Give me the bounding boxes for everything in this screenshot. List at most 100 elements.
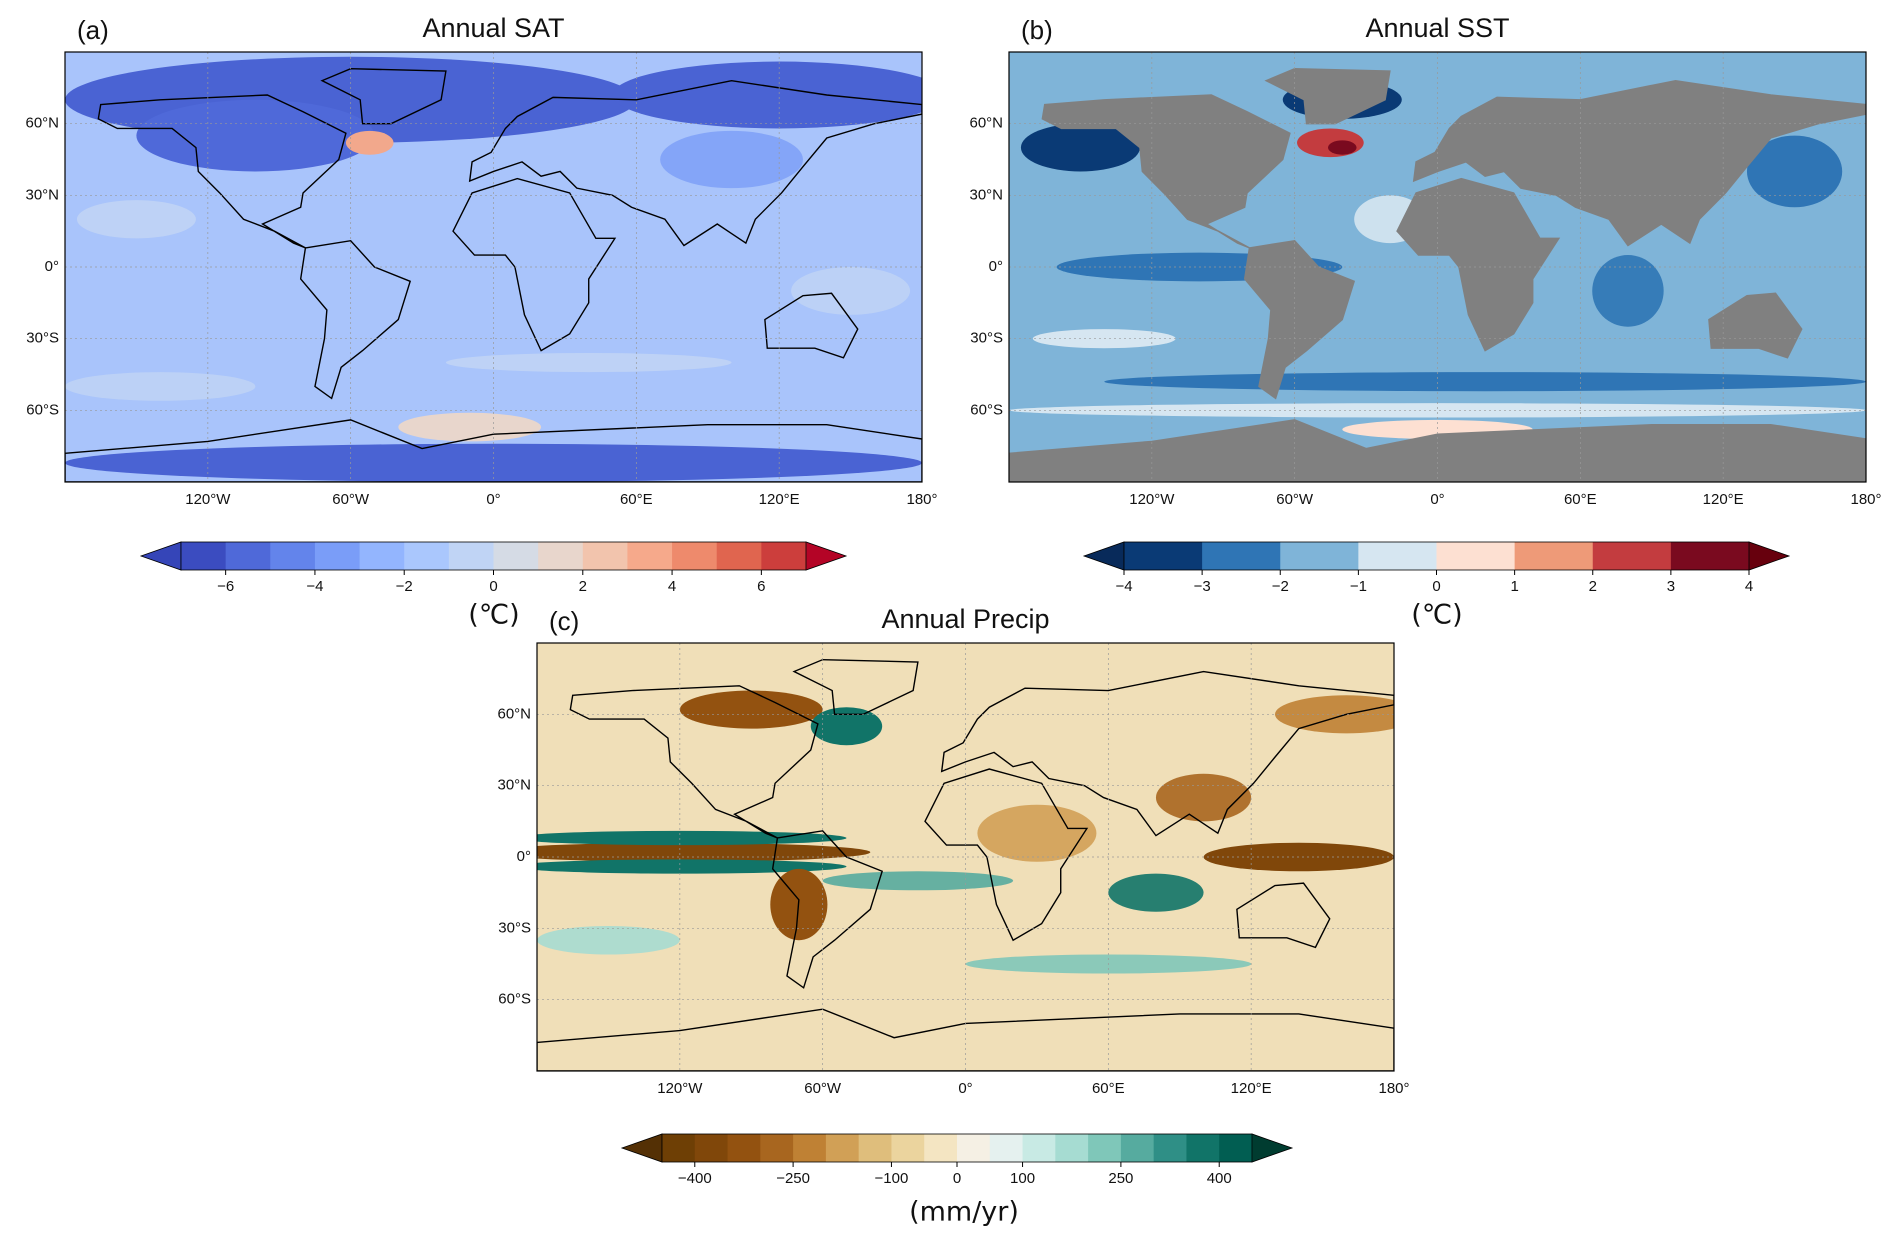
panel-label: (c) — [549, 606, 579, 636]
map-frame — [64, 51, 923, 483]
colorbar-bin — [662, 1134, 696, 1162]
x-tick-label: 0° — [486, 491, 500, 508]
y-tick-label: 60°S — [26, 401, 59, 418]
colorbar-bin — [359, 542, 405, 570]
x-tick-label: 180° — [906, 491, 937, 508]
y-tick-label: 0° — [517, 848, 531, 865]
colorbar-tick-label: 100 — [1010, 1170, 1035, 1187]
field-blob — [345, 130, 394, 155]
colorbar-bin — [493, 542, 539, 570]
colorbar-bin — [825, 1134, 860, 1162]
colorbar-tick-label: −100 — [875, 1170, 909, 1187]
colorbar-bin — [627, 542, 673, 570]
field-blob — [822, 871, 1014, 891]
field-blob — [791, 267, 911, 315]
coastline — [1412, 79, 1866, 247]
colorbar-bin — [1153, 1134, 1187, 1162]
coastline — [569, 685, 819, 839]
field-blob — [445, 353, 732, 373]
field-blob — [977, 804, 1097, 862]
colorbar-bin — [1592, 542, 1672, 570]
colorbar: −6 −4 −2 0 2 4 6 (℃) — [139, 541, 848, 631]
x-tick-label: 120°W — [1129, 491, 1175, 508]
y-tick-label: 60°N — [497, 705, 531, 722]
x-tick-label: 0° — [1430, 491, 1444, 508]
colorbar-tick-label: 2 — [579, 578, 587, 595]
colorbar-bin — [1280, 542, 1359, 570]
coastline — [1396, 177, 1561, 352]
colorbar-bin — [760, 1134, 794, 1162]
field-blob — [1108, 873, 1204, 912]
colorbar-bin — [1202, 542, 1281, 570]
colorbar-tick-label: 1 — [1510, 578, 1518, 595]
colorbar-extend-low — [1082, 541, 1125, 571]
colorbar-bin — [672, 542, 718, 570]
colorbar-bin — [891, 1134, 925, 1162]
colorbar-bin — [225, 542, 271, 570]
colorbar-bin — [1358, 542, 1437, 570]
field-blob — [810, 707, 883, 746]
x-tick-label: 180° — [1378, 1080, 1409, 1097]
colorbar-tick-label: −6 — [217, 578, 234, 595]
colorbar-tick-label: 2 — [1589, 578, 1597, 595]
coastline — [924, 768, 1089, 942]
y-tick-label: 30°S — [26, 330, 59, 347]
colorbar-tick-label: −1 — [1350, 578, 1367, 595]
colorbar-bin — [404, 542, 450, 570]
map-frame — [536, 642, 1395, 1072]
y-tick-label: 60°N — [25, 115, 59, 132]
colorbar-bin — [727, 1134, 761, 1162]
colorbar-bin — [957, 1134, 991, 1162]
coastline — [452, 177, 617, 352]
y-tick-label: 30°S — [970, 330, 1003, 347]
coastline — [1264, 68, 1391, 125]
field-blob — [1155, 773, 1252, 822]
field-blob — [537, 859, 847, 874]
field-blob — [1104, 372, 1866, 392]
colorbar-tick-label: 0 — [1432, 578, 1440, 595]
field-blob — [1297, 128, 1364, 158]
panel-title: Annual Precip — [881, 604, 1049, 634]
panel-label: (b) — [1021, 15, 1053, 45]
colorbar-tick-label: −250 — [776, 1170, 810, 1187]
field-blob — [1327, 140, 1357, 155]
colorbar-bin — [761, 542, 807, 570]
coastline — [1243, 239, 1356, 400]
field-blob — [537, 842, 871, 862]
colorbar-bin — [1219, 1134, 1253, 1162]
y-tick-label: 30°N — [497, 777, 531, 794]
coastline — [771, 830, 884, 989]
coastline — [468, 79, 922, 247]
colorbar-tick-label: −400 — [678, 1170, 712, 1187]
colorbar-label: (mm/yr) — [909, 1197, 1019, 1228]
x-tick-label: 60°E — [1092, 1080, 1125, 1097]
colorbar-bin — [314, 542, 361, 570]
map-panel: 120°W 60°W 0° 60°E 120°E 180° 60°S 30°S 0° 30°N 60… — [497, 604, 1409, 1097]
colorbar-tick-label: −2 — [396, 578, 413, 595]
panel-title: Annual SAT — [422, 13, 564, 43]
colorbar-tick-label: 250 — [1108, 1170, 1133, 1187]
colorbar-bin — [1670, 542, 1750, 570]
colorbar-extend-low — [620, 1133, 663, 1163]
coastline — [97, 94, 347, 249]
coastline — [940, 670, 1394, 837]
colorbar-tick-label: 3 — [1667, 578, 1675, 595]
colorbar-extend-low — [139, 541, 182, 571]
colorbar-bin — [1124, 542, 1203, 570]
field-blob — [1274, 695, 1394, 734]
coastline — [1009, 419, 1866, 482]
x-tick-label: 120°W — [657, 1080, 703, 1097]
field-blob — [537, 830, 847, 846]
field-blob — [65, 372, 256, 401]
x-tick-label: 120°E — [759, 491, 800, 508]
coastline — [299, 239, 412, 400]
colorbar-bin — [270, 542, 316, 570]
colorbar-tick-label: 0 — [953, 1170, 961, 1187]
colorbar-label: (℃) — [1411, 600, 1462, 631]
colorbar-tick-label: −4 — [1115, 578, 1132, 595]
colorbar-label: (℃) — [468, 600, 519, 631]
colorbar-extend-high — [805, 541, 848, 571]
colorbar-bin — [448, 542, 494, 570]
colorbar-extend-high — [1251, 1133, 1294, 1163]
